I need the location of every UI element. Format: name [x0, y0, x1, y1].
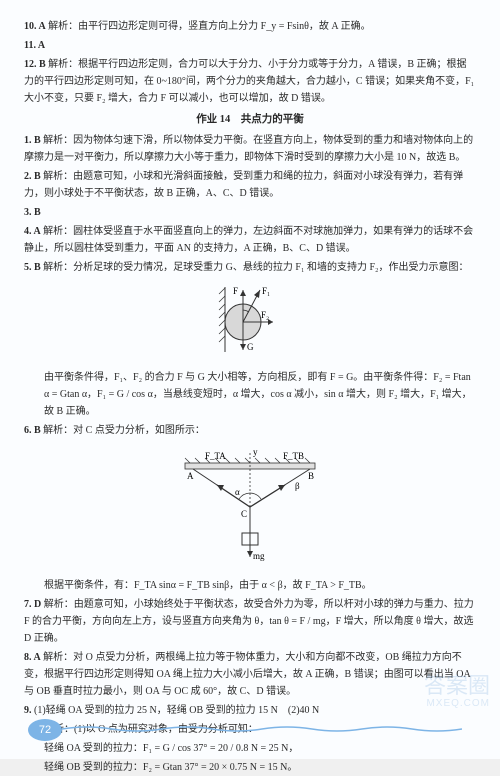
item-number: 5. B: [24, 262, 41, 273]
item-8: 8. A 解析：对 O 点受力分析，两根绳上拉力等于物体重力，大小和方向都不改变…: [24, 649, 476, 700]
item-text: 解析：分析足球的受力情况，足球受重力 G、悬线的拉力 F₁ 和墙的支持力 F₂，…: [43, 262, 468, 273]
item-number: 8. A: [24, 652, 41, 663]
item-9: 9. (1)轻绳 OA 受到的拉力 25 N，轻绳 OB 受到的拉力 15 N …: [24, 702, 476, 719]
item-number: 10. A: [24, 21, 46, 32]
label-mg: mg: [253, 551, 265, 561]
label-FTB: F_TB: [283, 451, 304, 461]
item-text: (1)轻绳 OA 受到的拉力 25 N，轻绳 OB 受到的拉力 15 N (2)…: [34, 705, 319, 716]
item-7: 7. D 解析：由题意可知，小球始终处于平衡状态，故受合外力为零，所以杆对小球的…: [24, 596, 476, 647]
label-G: G: [247, 342, 254, 352]
label-C: C: [241, 509, 247, 519]
figure-c-point: A B C y F_TA F_TB α β: [24, 445, 476, 571]
item-1: 1. B 解析：因为物体匀速下滑，所以物体受力平衡。在竖直方向上，物体受到的重力…: [24, 132, 476, 166]
item-number: 3. B: [24, 207, 41, 218]
figure-ball-on-wall: F₂ F₁ F G: [24, 282, 476, 363]
label-F1: F₁: [262, 286, 270, 296]
label-y: y: [253, 447, 258, 457]
item-text: 解析：由平行四边形定则可得，竖直方向上分力 F_y = Fsinθ，故 A 正确…: [48, 21, 370, 32]
item-number: 1. B: [24, 135, 41, 146]
item-number: 11. A: [24, 40, 45, 51]
item-text: 解析：对 O 点受力分析，两根绳上拉力等于物体重力，大小和方向都不改变，OB 绳…: [24, 652, 470, 697]
item-number: 7. D: [24, 599, 41, 610]
section-title: 作业 14 共点力的平衡: [24, 111, 476, 129]
item-text: 解析：由题意可知，小球和光滑斜面接触，受到重力和绳的拉力，斜面对小球没有弹力，若…: [24, 171, 463, 199]
item-number: 9.: [24, 705, 32, 716]
item-9-line2: 轻绳 OA 受到的拉力：F₁ = G / cos 37° = 20 / 0.8 …: [24, 740, 476, 757]
page: 10. A 解析：由平行四边形定则可得，竖直方向上分力 F_y = Fsinθ，…: [0, 0, 500, 759]
item-text: 解析：圆柱体受竖直于水平面竖直向上的弹力，左边斜面不对球施加弹力，如果有弹力的话…: [24, 226, 473, 254]
item-number: 6. B: [24, 425, 41, 436]
label-alpha: α: [235, 487, 240, 497]
label-F2: F₂: [261, 310, 269, 320]
item-number: 4. A: [24, 226, 41, 237]
item-4: 4. A 解析：圆柱体受竖直于水平面竖直向上的弹力，左边斜面不对球施加弹力，如果…: [24, 223, 476, 257]
item-5: 5. B 解析：分析足球的受力情况，足球受重力 G、悬线的拉力 F₁ 和墙的支持…: [24, 259, 476, 276]
item-3: 3. B: [24, 204, 476, 221]
item-9-line3: 轻绳 OB 受到的拉力：F₂ = Gtan 37° = 20 × 0.75 N …: [24, 759, 476, 776]
item-12: 12. B 解析：根据平行四边形定则，合力可以大于分力、小于分力或等于分力，A …: [24, 56, 476, 107]
item-6: 6. B 解析：对 C 点受力分析，如图所示：: [24, 422, 476, 439]
svg-text:F: F: [233, 286, 238, 296]
item-5-cont: 由平衡条件得，F₁、F₂ 的合力 F 与 G 大小相等，方向相反，即有 F = …: [24, 369, 476, 420]
label-FTA: F_TA: [205, 451, 226, 461]
item-text: 解析：由题意可知，小球始终处于平衡状态，故受合外力为零，所以杆对小球的弹力与重力…: [24, 599, 474, 644]
page-number: 72: [28, 719, 62, 741]
item-number: 2. B: [24, 171, 41, 182]
item-6-cont: 根据平衡条件，有：F_TA sinα = F_TB sinβ，由于 α < β，…: [24, 577, 476, 594]
item-number: 12. B: [24, 59, 46, 70]
item-text: 解析：根据平行四边形定则，合力可以大于分力、小于分力或等于分力，A 错误，B 正…: [24, 59, 474, 104]
label-B: B: [308, 471, 314, 481]
label-beta: β: [295, 481, 300, 491]
item-text: 解析：因为物体匀速下滑，所以物体受力平衡。在竖直方向上，物体受到的重力和墙对物体…: [24, 135, 473, 163]
item-text: 解析：对 C 点受力分析，如图所示：: [43, 425, 205, 436]
label-A: A: [187, 471, 194, 481]
item-2: 2. B 解析：由题意可知，小球和光滑斜面接触，受到重力和绳的拉力，斜面对小球没…: [24, 168, 476, 202]
item-11: 11. A: [24, 37, 476, 54]
wave-decoration: [62, 725, 462, 733]
item-10: 10. A 解析：由平行四边形定则可得，竖直方向上分力 F_y = Fsinθ，…: [24, 18, 476, 35]
